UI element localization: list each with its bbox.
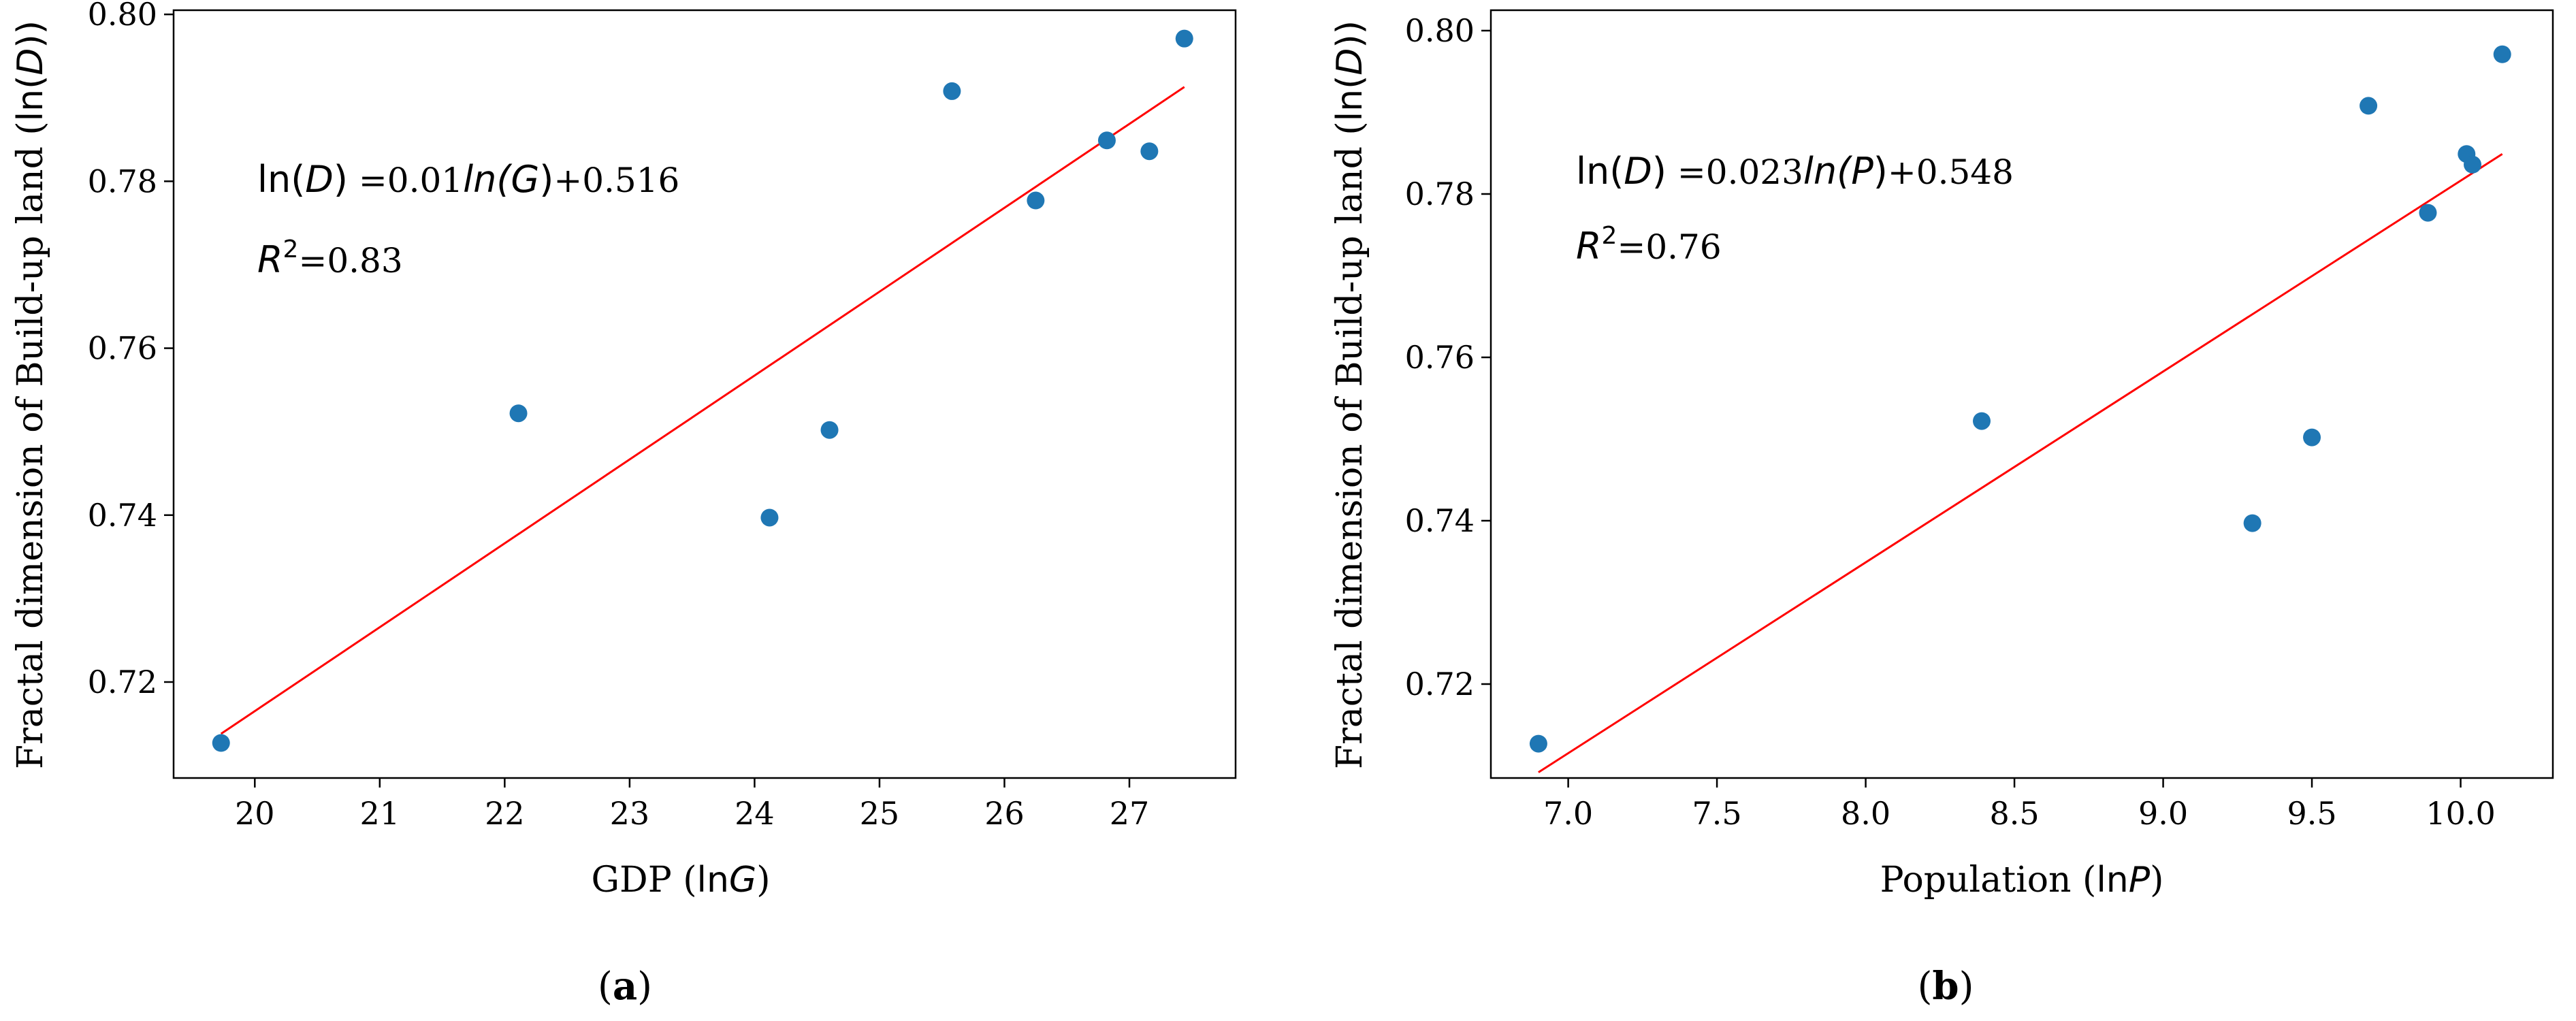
data-point bbox=[2243, 514, 2261, 532]
x-tick-label: 26 bbox=[984, 795, 1025, 832]
scatter-points-b bbox=[1529, 45, 2511, 753]
x-tick-label: 25 bbox=[860, 795, 900, 832]
y-tick-label: 0.80 bbox=[88, 0, 157, 33]
x-ticks-a: 20 21 22 23 24 25 26 27 bbox=[235, 778, 1149, 832]
y-tick-label: 0.80 bbox=[1405, 12, 1475, 49]
panel-a: 20 21 22 23 24 25 26 27 0.72 0.74 0.76 0.78 0.80 ln… bbox=[10, 0, 1237, 1009]
x-tick-label: 7.0 bbox=[1543, 795, 1593, 832]
x-tick-label: 27 bbox=[1110, 795, 1150, 832]
data-point bbox=[2360, 97, 2378, 115]
scatter-points-a bbox=[212, 29, 1193, 752]
x-tick-label: 21 bbox=[360, 795, 400, 832]
panel-label-b: (b) bbox=[1918, 964, 1974, 1009]
x-tick-label: 9.5 bbox=[2287, 795, 2336, 832]
r-squared-b: R2=0.76 bbox=[1576, 222, 1722, 268]
y-tick-label: 0.78 bbox=[88, 163, 157, 199]
y-tick-label: 0.72 bbox=[88, 664, 157, 700]
x-ticks-b: 7.0 7.5 8.0 8.5 9.0 9.5 10.0 bbox=[1543, 778, 2496, 832]
data-point bbox=[820, 421, 839, 439]
plot-frame-a bbox=[172, 9, 1237, 779]
data-point bbox=[212, 734, 230, 752]
y-tick-label: 0.72 bbox=[1405, 666, 1475, 702]
x-axis-label-b: Population (lnP) bbox=[1880, 860, 2164, 901]
data-point bbox=[1140, 142, 1159, 161]
data-point bbox=[1097, 131, 1116, 150]
y-axis-label-b: Fractal dimension of Build-up land (ln(D… bbox=[1330, 20, 1370, 769]
y-ticks-b: 0.72 0.74 0.76 0.78 0.80 bbox=[1405, 12, 1491, 702]
data-point bbox=[943, 82, 961, 100]
x-tick-label: 8.0 bbox=[1841, 795, 1890, 832]
panel-label-a: (a) bbox=[598, 964, 652, 1009]
plot-frame-b bbox=[1490, 9, 2554, 779]
x-tick-label: 7.5 bbox=[1692, 795, 1742, 832]
data-point bbox=[2303, 428, 2321, 447]
x-tick-label: 10.0 bbox=[2426, 795, 2495, 832]
x-tick-label: 9.0 bbox=[2138, 795, 2188, 832]
x-tick-label: 23 bbox=[610, 795, 650, 832]
y-tick-label: 0.74 bbox=[1405, 502, 1475, 539]
x-tick-label: 22 bbox=[485, 795, 525, 832]
r-squared-a: R2=0.83 bbox=[257, 236, 403, 281]
panel-b: 7.0 7.5 8.0 8.5 9.0 9.5 10.0 0.720.740.760.780… bbox=[1330, 9, 2554, 1009]
data-point bbox=[1529, 734, 1547, 753]
data-point bbox=[2493, 45, 2511, 63]
data-point bbox=[1175, 29, 1193, 48]
data-point bbox=[2464, 155, 2482, 174]
equation-b: ln(D) =0.023ln(P)+0.548 bbox=[1576, 150, 2014, 193]
data-point bbox=[1027, 191, 1045, 210]
x-tick-label: 24 bbox=[735, 795, 775, 832]
fit-line-group-a bbox=[220, 86, 1185, 735]
data-point bbox=[509, 404, 528, 423]
data-point bbox=[2419, 204, 2437, 222]
y-tick-label: 0.76 bbox=[88, 330, 157, 367]
fit-line-group-b bbox=[1538, 152, 2503, 773]
y-axis-label-a: Fractal dimension of Build-up land (ln(D… bbox=[10, 20, 51, 769]
data-point bbox=[760, 508, 779, 527]
equation-a: ln(D) =0.01ln(G)+0.516 bbox=[257, 158, 679, 201]
fit-line bbox=[220, 86, 1185, 735]
y-tick-label: 0.76 bbox=[1405, 339, 1475, 376]
x-tick-label: 8.5 bbox=[1989, 795, 2039, 832]
y-tick-label: 0.74 bbox=[88, 497, 157, 534]
fit-line bbox=[1538, 152, 2503, 773]
y-tick-label: 0.78 bbox=[1405, 176, 1475, 212]
x-tick-label: 20 bbox=[235, 795, 275, 832]
y-ticks-a: 0.72 0.74 0.76 0.78 0.80 bbox=[88, 0, 174, 700]
data-point bbox=[1973, 412, 1991, 430]
x-axis-label-a: GDP (lnG) bbox=[591, 860, 770, 901]
